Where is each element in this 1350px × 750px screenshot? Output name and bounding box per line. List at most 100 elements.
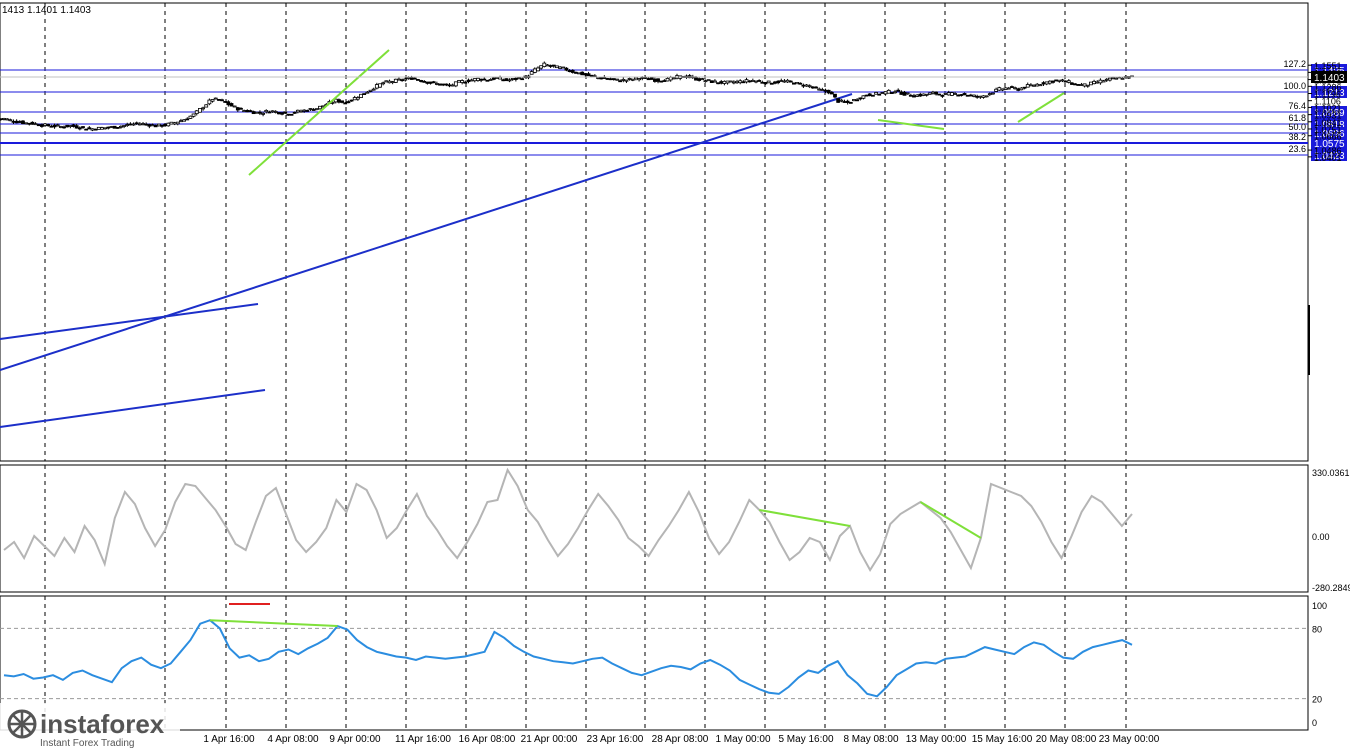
time-axis-label: 21 Apr 00:00 (521, 734, 578, 745)
candle-body (150, 124, 155, 127)
candle-body (62, 126, 66, 129)
rsi-divergence-line[interactable] (209, 619, 338, 628)
candle-body (74, 125, 79, 129)
candle-body (504, 78, 509, 82)
fib-price-box (1311, 137, 1347, 149)
candle-body (867, 93, 872, 97)
candle-body (893, 91, 897, 94)
candle-body (703, 80, 708, 83)
fib-level-pct: 127.2 (1283, 59, 1306, 69)
candle-body (962, 93, 967, 96)
candle-body (172, 122, 177, 125)
cci-divergence-line[interactable] (759, 509, 851, 527)
candle-body (956, 94, 961, 97)
candle-body (463, 81, 468, 84)
cci-divergence-line[interactable] (919, 501, 982, 539)
candle-body (564, 67, 569, 71)
candle-body (343, 102, 348, 105)
candle-body (109, 126, 114, 128)
candle-body (58, 126, 63, 128)
time-axis-label: 1 May 00:00 (715, 734, 770, 745)
candle-body (792, 82, 796, 85)
time-axis: 1 Apr 16:00 4 Apr 08:00 9 Apr 00:00 11 Apr … (203, 734, 1159, 745)
cci-axis-min: -280.2849 (1312, 583, 1350, 593)
candle-body (185, 118, 190, 121)
candle-body (166, 122, 171, 127)
candle-body (368, 89, 373, 92)
price-axis: 1.14951.12131.09691.08181.06961.05751.04… (1308, 61, 1347, 375)
candle-body (374, 84, 379, 89)
candle-body (706, 79, 711, 82)
candle-body (156, 123, 161, 127)
candle-body (731, 81, 736, 84)
time-axis-label: 28 Apr 08:00 (652, 734, 709, 745)
fib-level-pct: 61.8 (1288, 113, 1306, 123)
candle-body (608, 78, 613, 81)
price-divergence-line-3[interactable] (1017, 92, 1065, 123)
candle-body (738, 80, 743, 84)
candle-body (371, 88, 376, 91)
cci-indicator (3, 467, 1133, 572)
candle-body (397, 78, 401, 81)
candle-body (694, 77, 698, 81)
candle-body (1101, 80, 1106, 83)
candle-body (30, 121, 35, 125)
fib-price-box (1311, 127, 1347, 139)
candle-body (978, 95, 983, 98)
candle-body (144, 123, 149, 126)
candle-body (741, 81, 746, 84)
price-tick-label: 1.1106 (1314, 97, 1341, 107)
price-divergence-line-2[interactable] (877, 119, 945, 130)
candle-body (662, 80, 667, 82)
candle-body (428, 81, 433, 84)
fib-level-pct: 23.6 (1288, 144, 1306, 154)
rsi-axis-label: 0 (1312, 718, 1317, 728)
candle-body (580, 71, 585, 76)
candle-body (226, 101, 231, 106)
candle-body (0, 118, 3, 121)
candle-body (937, 93, 942, 96)
current-price-box (1311, 71, 1347, 83)
candle-body (1025, 84, 1030, 88)
candle-body (545, 64, 550, 67)
candle-body (1111, 77, 1115, 79)
candle-body (207, 99, 212, 105)
price-divergence-lines (248, 49, 1065, 176)
candle-body (548, 65, 553, 67)
trend-line-short[interactable] (0, 303, 259, 340)
candle-body (880, 92, 885, 94)
candle-body (188, 115, 193, 119)
candle-body (1032, 84, 1036, 87)
candle-body (49, 125, 54, 128)
candle-body (1057, 79, 1062, 82)
candle-body (804, 84, 809, 87)
price-tick-label: 1.0401 (1314, 153, 1342, 163)
candle-body (766, 80, 771, 84)
trend-line-main[interactable] (0, 93, 853, 371)
candle-body (769, 82, 774, 85)
fib-price-box (1311, 106, 1347, 118)
candle-body (754, 80, 758, 83)
candle-body (412, 77, 417, 80)
candle-body (466, 79, 471, 83)
cci-axis-zero: 0.00 (1312, 532, 1330, 542)
candle-body (1013, 87, 1017, 90)
panel-frames (0, 2, 1309, 731)
candle-body (795, 82, 799, 85)
candle-body (400, 79, 405, 82)
candle-body (460, 80, 465, 83)
candle-body (100, 127, 104, 130)
candle-body (90, 128, 95, 131)
candle-body (393, 78, 398, 83)
candle-body (725, 80, 730, 84)
candle-body (864, 94, 869, 97)
candle-body (728, 80, 733, 83)
candle-body (261, 112, 265, 115)
trend-line-lower[interactable] (0, 389, 266, 428)
candle-body (1073, 83, 1078, 86)
candle-body (476, 77, 480, 81)
candle-body (643, 76, 648, 79)
watermark-tagline: Instant Forex Trading (40, 738, 135, 749)
price-divergence-line-1[interactable] (248, 49, 390, 176)
